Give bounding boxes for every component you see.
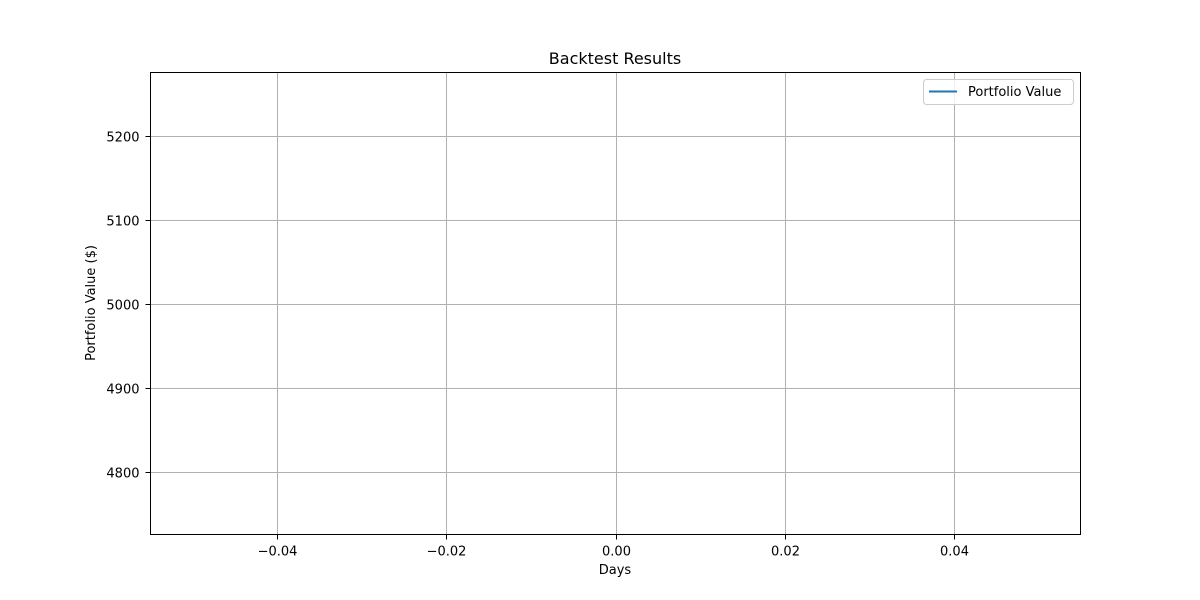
y-tick-label: 4800 — [106, 467, 139, 482]
x-tick-label: 0.00 — [602, 545, 631, 560]
y-tick-label: 4900 — [106, 383, 139, 398]
y-tick-label: 5200 — [106, 131, 139, 146]
x-axis-label: Days — [599, 563, 632, 578]
x-tick-label: −0.04 — [258, 545, 298, 560]
x-tick-label: 0.02 — [771, 545, 800, 560]
legend-box — [923, 79, 1074, 105]
x-tick-label: 0.04 — [940, 545, 969, 560]
plot-background — [150, 72, 1081, 535]
y-axis-label: Portfolio Value ($) — [84, 245, 99, 361]
legend-label-portfolio-value: Portfolio Value — [968, 85, 1061, 100]
plot-frame — [150, 72, 1081, 535]
plot-area — [150, 72, 1081, 535]
x-axis-ticks: −0.04 −0.02 0.00 0.02 0.04 — [258, 534, 969, 560]
y-axis-ticks: 4800 4900 5000 5100 5200 — [106, 131, 151, 482]
x-tick-label: −0.02 — [427, 545, 467, 560]
grid-lines — [150, 72, 1081, 535]
legend: Portfolio Value — [923, 79, 1074, 105]
y-tick-label: 5100 — [106, 215, 139, 230]
chart-title: Backtest Results — [549, 49, 681, 68]
y-tick-label: 5000 — [106, 299, 139, 314]
